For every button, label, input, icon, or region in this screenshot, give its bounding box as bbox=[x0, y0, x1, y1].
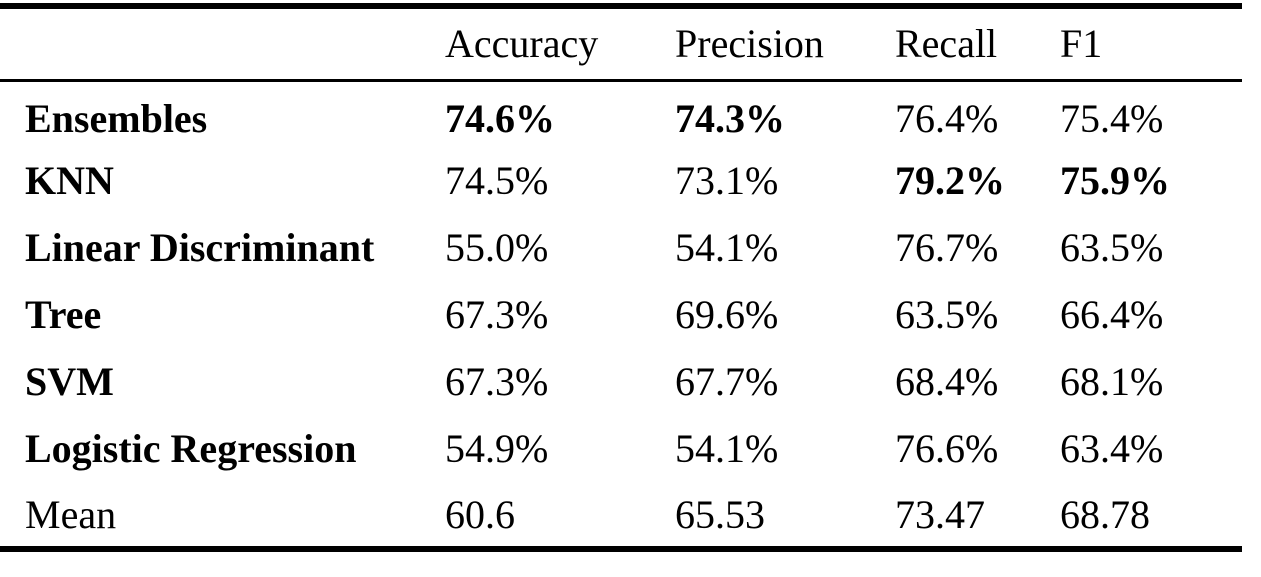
column-header-precision: Precision bbox=[675, 21, 824, 67]
metric-value: 60.6 bbox=[445, 491, 515, 537]
metric-value: 73.47 bbox=[895, 491, 985, 537]
metric-value: 63.4% bbox=[1060, 426, 1164, 471]
row-label: KNN bbox=[25, 158, 114, 203]
row-label: SVM bbox=[25, 359, 114, 404]
metric-value: 76.4% bbox=[895, 95, 999, 141]
metric-value: 75.4% bbox=[1060, 95, 1164, 141]
metric-value: 67.7% bbox=[675, 359, 779, 404]
table-row: KNN 74.5% 73.1% 79.2% 75.9% bbox=[0, 147, 1242, 214]
row-label: Logistic Regression bbox=[25, 426, 357, 471]
table-row: Linear Discriminant 55.0% 54.1% 76.7% 63… bbox=[0, 214, 1242, 281]
column-header-f1: F1 bbox=[1060, 21, 1103, 67]
metric-value: 68.78 bbox=[1060, 491, 1150, 537]
table-row: Ensembles 74.6% 74.3% 76.4% 75.4% bbox=[0, 80, 1242, 147]
metric-value: 63.5% bbox=[1060, 225, 1164, 270]
column-header-recall: Recall bbox=[895, 21, 998, 67]
metric-value: 68.4% bbox=[895, 359, 999, 404]
metric-value: 54.1% bbox=[675, 426, 779, 471]
row-label: Tree bbox=[25, 292, 102, 337]
metric-value: 74.3% bbox=[675, 95, 785, 141]
column-header-empty bbox=[0, 6, 445, 80]
metric-value: 67.3% bbox=[445, 359, 549, 404]
metric-value: 79.2% bbox=[895, 158, 1005, 203]
table-row: Mean 60.6 65.53 73.47 68.78 bbox=[0, 482, 1242, 549]
table-row: SVM 67.3% 67.7% 68.4% 68.1% bbox=[0, 348, 1242, 415]
metric-value: 69.6% bbox=[675, 292, 779, 337]
row-label: Mean bbox=[25, 491, 117, 537]
metric-value: 54.1% bbox=[675, 225, 779, 270]
metric-value: 65.53 bbox=[675, 491, 765, 537]
metric-value: 74.5% bbox=[445, 158, 549, 203]
table-row: Logistic Regression 54.9% 54.1% 76.6% 63… bbox=[0, 415, 1242, 482]
metric-value: 66.4% bbox=[1060, 292, 1164, 337]
metric-value: 68.1% bbox=[1060, 359, 1164, 404]
metric-value: 63.5% bbox=[895, 292, 999, 337]
metric-value: 67.3% bbox=[445, 292, 549, 337]
header-row: Accuracy Precision Recall F1 bbox=[0, 6, 1242, 80]
metric-value: 74.6% bbox=[445, 95, 555, 141]
metric-value: 55.0% bbox=[445, 225, 549, 270]
row-label: Linear Discriminant bbox=[25, 225, 375, 270]
results-table-container: Accuracy Precision Recall F1 Ensembles 7… bbox=[0, 3, 1242, 552]
metric-value: 54.9% bbox=[445, 426, 549, 471]
metric-value: 73.1% bbox=[675, 158, 779, 203]
row-label: Ensembles bbox=[25, 95, 208, 141]
table-row: Tree 67.3% 69.6% 63.5% 66.4% bbox=[0, 281, 1242, 348]
results-table: Accuracy Precision Recall F1 Ensembles 7… bbox=[0, 3, 1242, 552]
column-header-accuracy: Accuracy bbox=[445, 21, 599, 67]
metric-value: 76.6% bbox=[895, 426, 999, 471]
metric-value: 75.9% bbox=[1060, 158, 1170, 203]
metric-value: 76.7% bbox=[895, 225, 999, 270]
